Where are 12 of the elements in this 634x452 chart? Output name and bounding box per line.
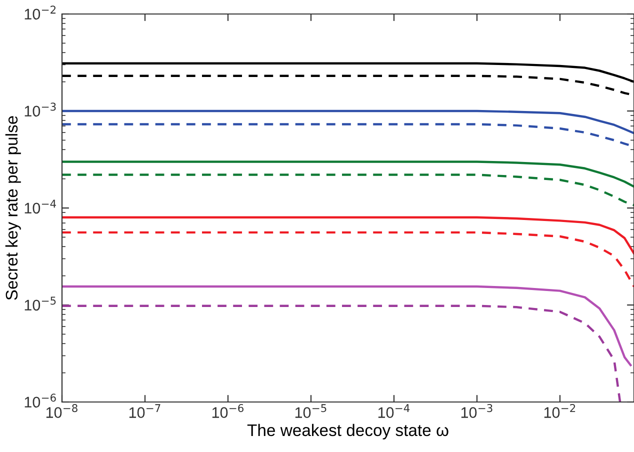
y-axis-title: Secret key rate per pulse: [5, 116, 21, 300]
x-tick-label: 10$^{−3}$: [461, 404, 492, 418]
x-tick-label: 10$^{−2}$: [544, 404, 576, 418]
y-tick-label: 10$^{−2}$: [24, 6, 56, 20]
x-axis-title: The weakest decoy state ω: [247, 424, 448, 440]
y-tick-label: 10$^{−3}$: [24, 102, 56, 117]
x-tick-label: 10$^{−6}$: [212, 404, 244, 418]
x-tick-label: 10$^{−7}$: [129, 404, 160, 418]
x-tick-label: 10$^{−5}$: [295, 404, 326, 418]
y-tick-label: 10$^{−5}$: [24, 296, 56, 311]
y-tick-label: 10$^{−4}$: [24, 200, 56, 214]
x-tick-label: 10$^{−4}$: [378, 404, 410, 418]
